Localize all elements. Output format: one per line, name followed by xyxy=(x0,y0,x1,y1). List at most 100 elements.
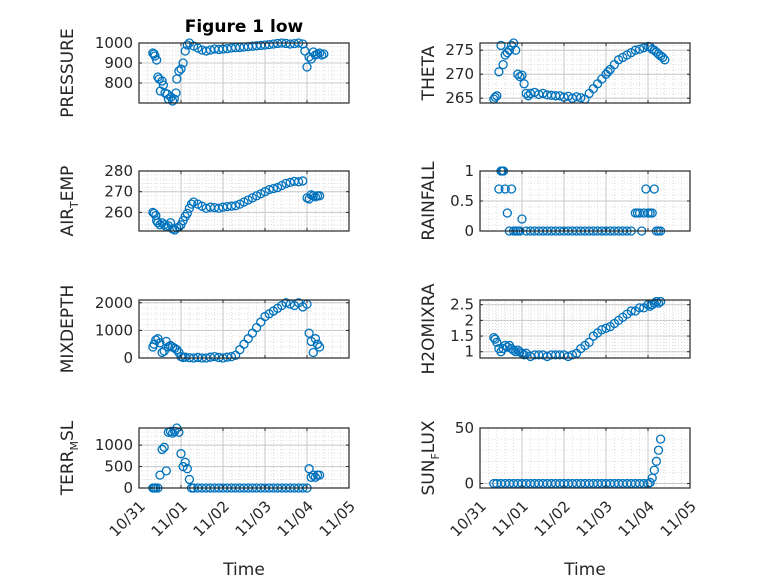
y-tick-label: 1000 xyxy=(95,436,133,454)
data-point xyxy=(308,347,318,358)
subplot-air: 260 270 280 AIRTEMP xyxy=(58,162,350,237)
data-point xyxy=(555,350,565,360)
y-tick-label: 2 xyxy=(464,311,474,329)
y-axis-label: MIXDEPTH xyxy=(58,285,78,374)
data-point xyxy=(304,464,314,474)
data-point xyxy=(492,91,502,101)
data-point xyxy=(498,59,508,70)
data-point xyxy=(567,350,578,360)
data-point xyxy=(281,178,291,189)
chart-title: Figure 1 low xyxy=(185,17,304,37)
y-axis-label: RAINFALL xyxy=(419,161,439,241)
data-point xyxy=(513,69,523,79)
y-tick-label: 0 xyxy=(464,222,474,240)
data-point xyxy=(304,328,314,338)
data-point xyxy=(184,474,195,485)
y-tick-label: 2.5 xyxy=(450,296,474,314)
data-point xyxy=(310,334,321,344)
data-point xyxy=(492,337,502,347)
data-point xyxy=(504,45,515,55)
data-point xyxy=(180,46,190,56)
data-point xyxy=(314,470,325,480)
data-point xyxy=(193,43,203,53)
data-point xyxy=(314,48,325,58)
data-point xyxy=(163,342,174,352)
data-point xyxy=(519,350,529,360)
y-tick-label: 50 xyxy=(455,419,474,437)
y-tick-label: 1000 xyxy=(95,321,133,339)
data-point xyxy=(148,207,158,218)
data-point xyxy=(634,44,645,54)
data-point xyxy=(649,184,659,194)
data-point xyxy=(182,208,192,219)
axes-box xyxy=(479,427,691,489)
axes-box xyxy=(138,170,350,232)
data-point xyxy=(214,203,224,213)
y-tick-label: 900 xyxy=(104,54,133,72)
data-point xyxy=(517,214,527,224)
data-point xyxy=(655,434,666,444)
y-tick-label: 265 xyxy=(445,89,474,107)
y-tick-label: 1.5 xyxy=(450,327,474,345)
data-point xyxy=(319,49,329,59)
data-point xyxy=(502,208,512,218)
data-point xyxy=(178,58,188,68)
y-tick-label: 1000 xyxy=(95,34,133,52)
data-point xyxy=(525,351,536,362)
y-tick-label: 1 xyxy=(464,343,474,361)
y-tick-label: 0 xyxy=(464,475,474,493)
data-point xyxy=(651,456,662,466)
x-axis-label: Time xyxy=(222,560,265,580)
data-point xyxy=(226,351,237,362)
data-point xyxy=(542,351,552,362)
data-point xyxy=(519,79,529,89)
data-point xyxy=(538,88,548,99)
data-point xyxy=(159,220,169,230)
data-point xyxy=(165,218,176,228)
data-point xyxy=(649,298,659,308)
y-tick-label: 275 xyxy=(445,41,474,59)
data-point xyxy=(597,325,607,335)
data-point xyxy=(314,342,325,352)
data-point xyxy=(500,184,510,194)
data-point xyxy=(226,201,237,211)
y-axis-label: AIRTEMP xyxy=(58,166,81,237)
data-point xyxy=(293,177,304,187)
y-axis-label: PRESSURE xyxy=(58,28,78,117)
subplot-rainfall: 0 0.5 1 RAINFALL xyxy=(419,161,691,241)
data-point xyxy=(157,347,167,358)
data-point xyxy=(201,46,211,56)
y-tick-label: 260 xyxy=(104,203,133,221)
y-tick-label: 1 xyxy=(464,162,474,180)
data-point xyxy=(314,191,325,201)
y-axis-label: SUNFLUX xyxy=(419,420,442,495)
data-point xyxy=(302,62,312,72)
data-point xyxy=(312,339,323,349)
subplot-mixdepth: 0 1000 2000 MIXDEPTH xyxy=(58,285,350,374)
data-series xyxy=(489,38,670,104)
subplot-theta: 265 270 275 THETA xyxy=(419,38,691,107)
data-point xyxy=(626,306,636,316)
y-tick-label: 0.5 xyxy=(450,192,474,210)
data-point xyxy=(176,64,186,74)
data-point xyxy=(171,88,181,98)
axes-box xyxy=(479,299,691,359)
subplot-pressure: 800 900 1000 PRESSURE Figure 1 low xyxy=(58,17,350,118)
data-point xyxy=(176,449,186,459)
axes-box xyxy=(138,427,350,489)
data-point xyxy=(167,96,178,106)
x-axis-label: Time xyxy=(563,560,606,580)
data-point xyxy=(308,470,318,480)
data-point xyxy=(182,464,192,474)
data-point xyxy=(489,332,499,343)
y-axis-label: H2OMIXRA xyxy=(419,283,439,374)
data-point xyxy=(506,184,517,194)
data-point xyxy=(230,201,241,211)
data-point xyxy=(264,184,274,195)
data-point xyxy=(496,40,506,51)
data-point xyxy=(157,76,167,86)
data-point xyxy=(576,93,586,103)
y-tick-label: 0 xyxy=(123,349,133,367)
data-point xyxy=(174,66,184,76)
